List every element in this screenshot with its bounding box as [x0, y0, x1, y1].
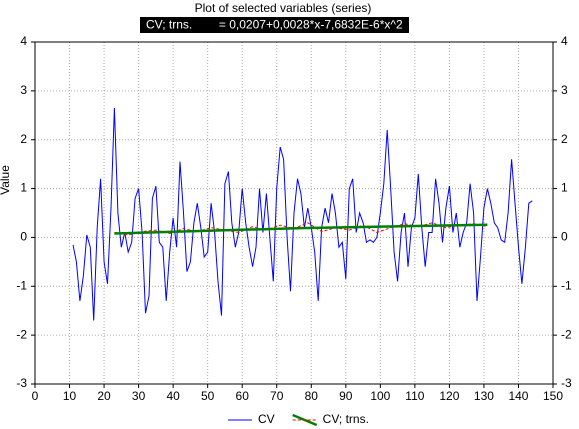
series-line: [72, 107, 533, 321]
x-tick-label: 90: [339, 389, 353, 403]
y2-tick-label: -2: [561, 327, 572, 341]
x-tick-label: 60: [236, 389, 250, 403]
x-tick-label: 0: [32, 389, 39, 403]
x-tick-label: 30: [132, 389, 146, 403]
y2-tick-label: 4: [561, 34, 568, 48]
x-tick-label: 140: [508, 389, 528, 403]
x-tick-label: 120: [439, 389, 459, 403]
y-tick-label: 3: [20, 83, 27, 97]
x-tick-label: 80: [305, 389, 319, 403]
y2-tick-label: 1: [561, 181, 568, 195]
x-tick-label: 20: [97, 389, 111, 403]
x-tick-label: 130: [474, 389, 494, 403]
plot-frame: [34, 41, 554, 385]
x-tick-label: 110: [405, 389, 424, 403]
y2-tick-label: 3: [561, 83, 568, 97]
y-tick-label: 1: [20, 181, 27, 195]
x-tick-label: 50: [201, 389, 215, 403]
chart-title: Plot of selected variables (series): [195, 1, 372, 15]
x-tick-label: 40: [166, 389, 180, 403]
subtitle-background: [140, 17, 410, 33]
x-tick-label: 100: [370, 389, 390, 403]
trend-line: [114, 223, 488, 235]
y-tick-label: -1: [16, 278, 27, 292]
y-tick-label: -3: [16, 376, 27, 390]
y-tick-label: 0: [20, 230, 27, 244]
y2-tick-label: -3: [561, 376, 572, 390]
legend-label: CV; trns.: [323, 412, 369, 426]
y2-tick-label: 0: [561, 230, 568, 244]
y-axis-label: Value: [0, 165, 12, 195]
legend-label: CV: [258, 412, 275, 426]
chart-subtitle: CV; trns. = 0,0207+0,0028*x-7,6832E-6*x^…: [146, 18, 403, 32]
y2-tick-label: 2: [561, 132, 568, 146]
y-tick-label: -2: [16, 327, 27, 341]
x-tick-label: 70: [270, 389, 284, 403]
y2-tick-label: -1: [561, 278, 572, 292]
y-tick-label: 2: [20, 132, 27, 146]
x-tick-label: 10: [63, 389, 77, 403]
y-tick-label: 4: [20, 34, 27, 48]
x-tick-label: 150: [543, 389, 563, 403]
